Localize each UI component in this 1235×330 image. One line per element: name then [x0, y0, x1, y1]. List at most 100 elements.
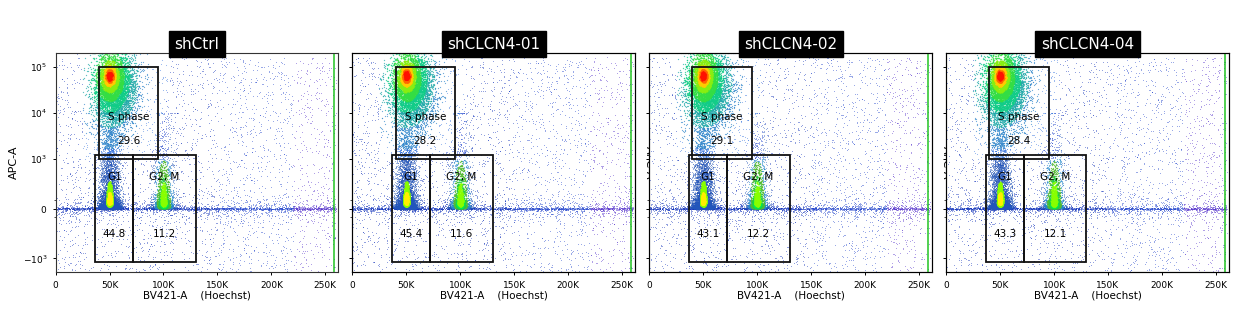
- Point: [94, 200, 114, 206]
- Point: [398, 177, 417, 182]
- Point: [110, 197, 130, 203]
- Point: [988, 87, 1008, 92]
- Point: [683, 95, 703, 100]
- Point: [377, 85, 396, 90]
- Point: [317, 204, 337, 209]
- Point: [687, 203, 706, 208]
- Point: [156, 206, 175, 211]
- Point: [391, 201, 411, 206]
- Point: [405, 75, 425, 81]
- Point: [163, 149, 183, 155]
- Point: [105, 197, 125, 202]
- Point: [1040, 206, 1060, 211]
- Point: [400, 180, 420, 185]
- Point: [692, 199, 711, 204]
- Point: [404, 128, 424, 133]
- Point: [997, 198, 1016, 203]
- Point: [399, 206, 419, 212]
- Point: [142, 66, 162, 71]
- Point: [700, 88, 720, 94]
- Point: [103, 199, 122, 205]
- Point: [395, 65, 415, 71]
- Point: [1145, 59, 1165, 65]
- Point: [107, 197, 127, 202]
- Point: [989, 203, 1009, 209]
- Point: [398, 203, 417, 209]
- Point: [685, 166, 705, 172]
- Point: [988, 203, 1008, 208]
- Point: [698, 81, 718, 86]
- Point: [101, 79, 121, 84]
- Point: [156, 204, 175, 210]
- Point: [474, 88, 494, 93]
- Point: [700, 194, 720, 199]
- Point: [477, 228, 496, 234]
- Point: [99, 205, 119, 210]
- Point: [698, 197, 718, 202]
- Point: [969, 70, 989, 75]
- Point: [96, 186, 116, 192]
- Point: [697, 81, 716, 86]
- Point: [403, 71, 422, 76]
- Point: [401, 176, 421, 181]
- Point: [682, 204, 701, 210]
- Point: [399, 203, 419, 208]
- Point: [978, 106, 998, 111]
- Point: [399, 206, 419, 211]
- Point: [452, 177, 472, 182]
- Point: [1114, 206, 1134, 212]
- Point: [387, 197, 406, 202]
- Point: [690, 206, 710, 211]
- Point: [89, 200, 109, 205]
- Point: [990, 193, 1010, 198]
- Point: [1042, 137, 1062, 142]
- Point: [704, 76, 724, 82]
- Point: [589, 160, 609, 166]
- Point: [379, 104, 399, 110]
- Point: [445, 197, 464, 202]
- Point: [1008, 82, 1028, 88]
- Point: [405, 166, 425, 171]
- Point: [279, 216, 299, 222]
- Point: [103, 195, 122, 200]
- Point: [973, 206, 993, 211]
- Point: [779, 206, 799, 211]
- Point: [300, 121, 320, 126]
- Point: [394, 204, 414, 209]
- Point: [984, 206, 1004, 211]
- Point: [393, 96, 412, 101]
- Point: [940, 105, 960, 110]
- Point: [136, 206, 156, 212]
- Point: [398, 205, 417, 211]
- Point: [685, 100, 705, 105]
- Point: [937, 265, 957, 270]
- Point: [994, 205, 1014, 210]
- Point: [725, 66, 745, 71]
- Point: [144, 169, 164, 174]
- Point: [705, 91, 725, 97]
- Point: [697, 195, 716, 200]
- Point: [1008, 92, 1028, 97]
- Point: [564, 172, 584, 177]
- Point: [405, 151, 425, 157]
- Point: [966, 174, 986, 179]
- Point: [995, 203, 1015, 209]
- Point: [391, 169, 411, 175]
- Point: [869, 207, 889, 212]
- Point: [990, 205, 1010, 210]
- Point: [692, 180, 711, 185]
- Point: [389, 206, 409, 211]
- Point: [900, 130, 920, 135]
- Point: [115, 82, 135, 88]
- Point: [430, 204, 450, 210]
- Point: [401, 189, 421, 195]
- Point: [403, 205, 422, 211]
- Point: [987, 206, 1007, 211]
- Point: [683, 67, 703, 72]
- Point: [785, 206, 805, 211]
- Point: [90, 205, 110, 210]
- Point: [462, 171, 482, 177]
- Point: [720, 67, 740, 73]
- Point: [694, 115, 714, 120]
- Point: [747, 206, 767, 211]
